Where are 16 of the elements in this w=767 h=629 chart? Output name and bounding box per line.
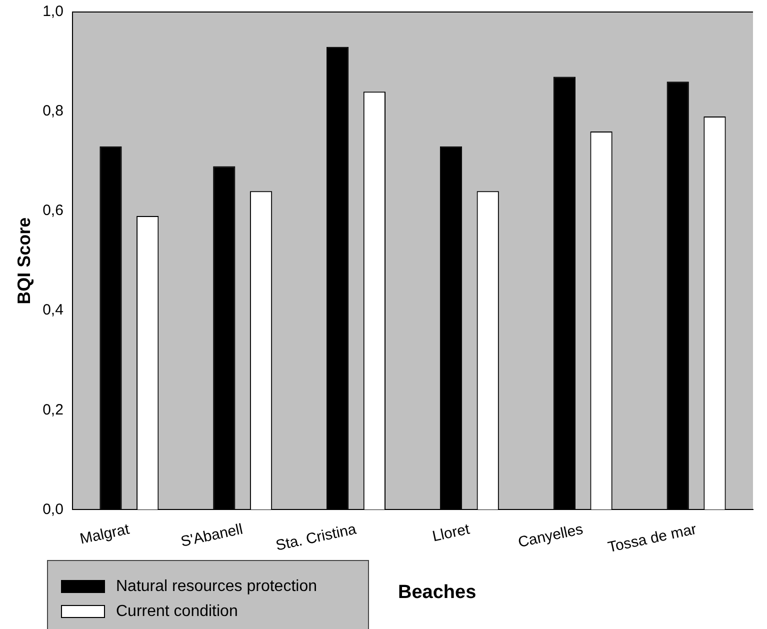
x-axis-title: Beaches [398, 582, 476, 604]
y-tick-label: 0,6 [42, 202, 64, 220]
x-tick-label: Tossa de mar [606, 520, 698, 556]
y-tick-label: 1,0 [42, 3, 64, 20]
y-tick-label: 0,8 [42, 102, 64, 120]
y-tick-label: 0,4 [42, 302, 64, 319]
y-tick-label: 0,2 [42, 401, 64, 418]
x-tick-label: Malgrat [78, 520, 132, 548]
x-tick-label: Canyelles [516, 520, 585, 552]
legend-label: Current condition [116, 602, 238, 620]
x-tick-label: Lloret [430, 520, 472, 546]
x-tick-label: S'Abanell [179, 520, 244, 551]
y-axis-title: BQI Score [14, 217, 34, 304]
legend-label: Natural resources protection [116, 578, 317, 596]
y-tick-label: 0,0 [42, 500, 64, 518]
x-tick-label: Sta. Cristina [274, 520, 358, 554]
